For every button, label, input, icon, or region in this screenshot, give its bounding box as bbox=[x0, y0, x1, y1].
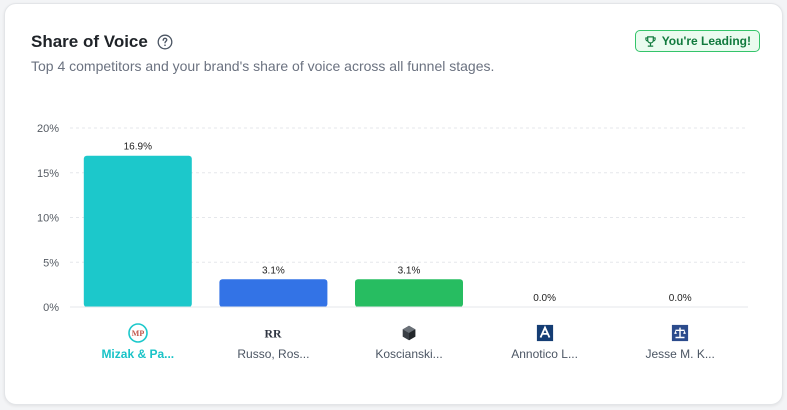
title-row: Share of Voice bbox=[31, 32, 173, 52]
trophy-icon bbox=[644, 35, 656, 47]
scale-logo-icon bbox=[670, 323, 690, 343]
card-title: Share of Voice bbox=[31, 32, 148, 51]
y-tick-label: 10% bbox=[37, 213, 59, 225]
mp-logo-icon: MP bbox=[127, 323, 148, 343]
y-tick-label: 20% bbox=[37, 123, 59, 135]
bar-data-label: 0.0% bbox=[533, 293, 556, 304]
rr-logo-icon: RR bbox=[263, 323, 283, 343]
x-category-label[interactable]: Russo, Ros... bbox=[237, 347, 310, 361]
card-subtitle: Top 4 competitors and your brand's share… bbox=[31, 58, 495, 74]
x-category-label[interactable]: Annotico L... bbox=[511, 347, 578, 361]
leading-badge-label: You're Leading! bbox=[661, 34, 751, 48]
leading-badge: You're Leading! bbox=[634, 30, 760, 52]
y-tick-label: 5% bbox=[43, 257, 59, 269]
bar-data-label: 3.1% bbox=[262, 265, 285, 276]
bar bbox=[355, 279, 463, 307]
bar-data-label: 16.9% bbox=[124, 142, 152, 153]
svg-text:RR: RR bbox=[265, 328, 282, 341]
bar-data-label: 3.1% bbox=[398, 265, 421, 276]
x-category-label[interactable]: Jesse M. K... bbox=[645, 347, 715, 361]
x-category-label[interactable]: Koscianski... bbox=[375, 347, 443, 361]
svg-text:MP: MP bbox=[132, 329, 145, 338]
bar bbox=[219, 279, 328, 307]
y-tick-label: 0% bbox=[43, 302, 59, 314]
x-category-label[interactable]: Mizak & Pa... bbox=[101, 347, 175, 361]
bar-data-label: 0.0% bbox=[669, 293, 692, 304]
cube-logo-icon bbox=[399, 323, 419, 343]
y-tick-label: 15% bbox=[37, 168, 59, 180]
help-icon[interactable] bbox=[157, 34, 173, 50]
a-logo-icon bbox=[535, 323, 555, 343]
bar bbox=[83, 155, 192, 307]
